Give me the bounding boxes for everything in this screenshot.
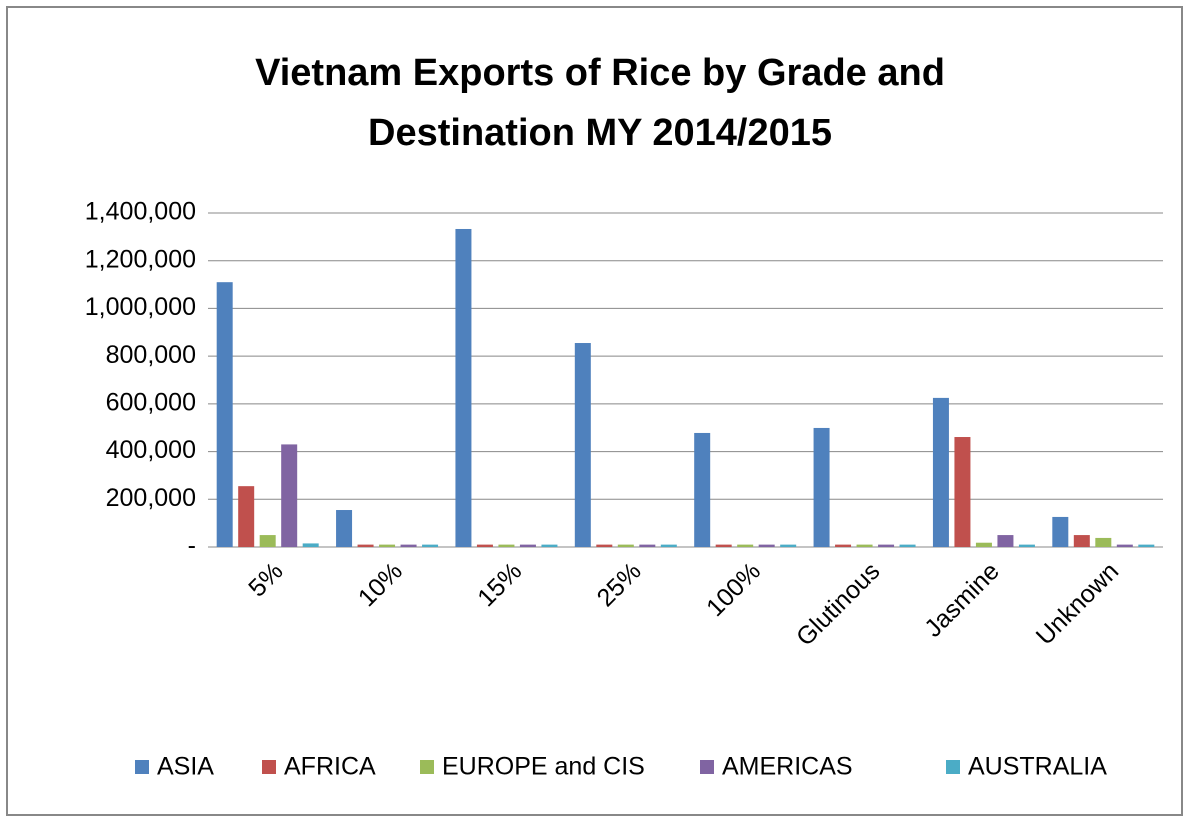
legend-swatch [700,760,714,774]
bar [379,544,396,547]
bar [1073,535,1090,547]
chart-title: Vietnam Exports of Rice by Grade and [255,52,945,94]
bar [519,544,536,547]
bar [715,544,732,547]
y-tick-label: 1,400,000 [85,198,196,226]
bar [596,544,613,547]
bar [541,544,558,547]
chart-title: Destination MY 2014/2015 [368,112,832,154]
bar [878,544,895,547]
legend-swatch [946,760,960,774]
legend-label: AUSTRALIA [968,753,1107,781]
y-tick-label: 400,000 [106,436,196,464]
bar [357,544,374,547]
bar [400,544,417,547]
bar [617,544,634,547]
y-tick-label: 200,000 [106,484,196,512]
bar [694,432,711,547]
bar [997,535,1014,547]
bar [932,397,949,547]
bar [281,444,298,547]
bar [422,544,439,547]
bar [238,486,255,547]
bar [574,343,591,547]
chart-border [6,6,1183,816]
bar [835,544,852,547]
bar [1116,544,1133,547]
bar [737,544,754,547]
legend-label: ASIA [157,753,214,781]
legend-label: EUROPE and CIS [442,753,645,781]
legend-label: AMERICAS [722,753,853,781]
bar [476,544,493,547]
bar [1095,537,1112,547]
bar [455,228,472,547]
bar [758,544,775,547]
bar [302,543,319,547]
bar [498,544,515,547]
bar [899,544,916,547]
bar [259,535,276,547]
bar [856,544,873,547]
bar [216,282,233,547]
bar [336,510,353,547]
bar [639,544,656,547]
y-tick-label: 600,000 [106,388,196,416]
legend-swatch [420,760,434,774]
bar [1018,544,1035,547]
legend-label: AFRICA [284,753,376,781]
y-tick-label: - [188,532,196,560]
legend-swatch [262,760,276,774]
bar [1138,544,1155,547]
y-tick-label: 1,000,000 [85,293,196,321]
y-tick-label: 1,200,000 [85,245,196,273]
bar [780,544,797,547]
legend-swatch [135,760,149,774]
bar [660,544,677,547]
bar [975,542,992,547]
y-tick-label: 800,000 [106,341,196,369]
bar [954,437,971,547]
bar [813,427,830,547]
bar [1052,516,1069,547]
